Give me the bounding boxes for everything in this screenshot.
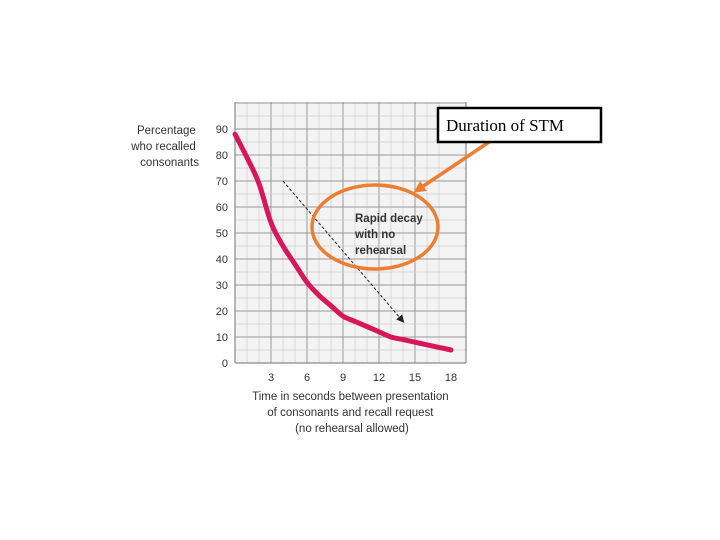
y-tick-label: 20 <box>216 306 228 318</box>
callout-box <box>436 106 603 144</box>
series-point <box>318 294 320 297</box>
y-tick-label: 90 <box>216 124 228 136</box>
series-point <box>426 344 428 346</box>
series-point <box>270 221 272 224</box>
series-point <box>306 281 308 284</box>
y-tick-label: 10 <box>216 332 228 344</box>
series-point <box>282 245 284 247</box>
series-point <box>438 346 440 349</box>
series-point <box>354 320 356 323</box>
callout-label: Duration of STM <box>446 116 564 135</box>
series-point <box>402 338 404 341</box>
series-point <box>366 325 368 328</box>
x-tick-label: 15 <box>409 372 421 384</box>
y-axis-label: Percentage who recalled consonants <box>130 125 199 169</box>
series-point <box>414 341 416 344</box>
recall-chart: 0 10 20 30 40 50 60 70 80 90 3 6 9 12 15 18 Percentage… <box>130 102 467 435</box>
series-point <box>258 182 260 185</box>
y-tick-label: 30 <box>216 280 228 292</box>
grid-lines <box>235 102 466 363</box>
series-point <box>390 336 392 338</box>
x-tick-label: 6 <box>304 372 310 384</box>
y-axis-label-line-1: Percentage <box>137 125 196 137</box>
x-tick-label: 9 <box>340 372 346 384</box>
series-point <box>378 331 380 333</box>
x-tick-label: 12 <box>373 372 385 384</box>
y-tick-label: 0 <box>222 358 228 370</box>
y-tick-label: 50 <box>216 228 228 240</box>
x-axis-label: Time in seconds between presentation of … <box>252 391 452 435</box>
y-axis-label-line-3: consonants <box>140 157 199 169</box>
y-axis-label-line-2: who recalled <box>130 141 196 153</box>
x-tick-label: 18 <box>445 372 457 384</box>
highlight-ellipse <box>310 183 440 271</box>
decay-annotation-line-2: with no <box>354 229 395 241</box>
x-tick-labels: 3 6 9 12 15 18 <box>268 372 457 384</box>
callout-overlay: Duration of STM <box>310 106 603 271</box>
series-point <box>294 263 296 266</box>
decay-annotation: Rapid decay with no rehearsal <box>354 213 426 257</box>
y-tick-label: 60 <box>216 202 228 214</box>
decay-annotation-line-3: rehearsal <box>355 245 406 257</box>
y-tick-labels: 0 10 20 30 40 50 60 70 80 90 <box>216 124 228 370</box>
series-point <box>330 305 332 307</box>
callout-pointer-arrow <box>413 138 493 193</box>
y-tick-label: 40 <box>216 254 228 266</box>
x-axis-label-line-1: Time in seconds between presentation <box>252 391 448 403</box>
series-point <box>450 349 452 351</box>
x-axis-label-line-2: of consonants and recall request <box>267 407 434 419</box>
y-tick-label: 70 <box>216 176 228 188</box>
plot-frame <box>234 102 467 364</box>
series-point <box>246 156 248 159</box>
trend-arrow <box>282 180 405 323</box>
x-axis-label-line-3: (no rehearsal allowed) <box>295 423 409 435</box>
series-point <box>234 133 236 135</box>
series-points <box>234 133 452 351</box>
x-tick-label: 3 <box>268 372 274 384</box>
y-tick-label: 80 <box>216 150 228 162</box>
decay-annotation-line-1: Rapid decay <box>355 213 423 225</box>
series-point <box>342 315 344 318</box>
